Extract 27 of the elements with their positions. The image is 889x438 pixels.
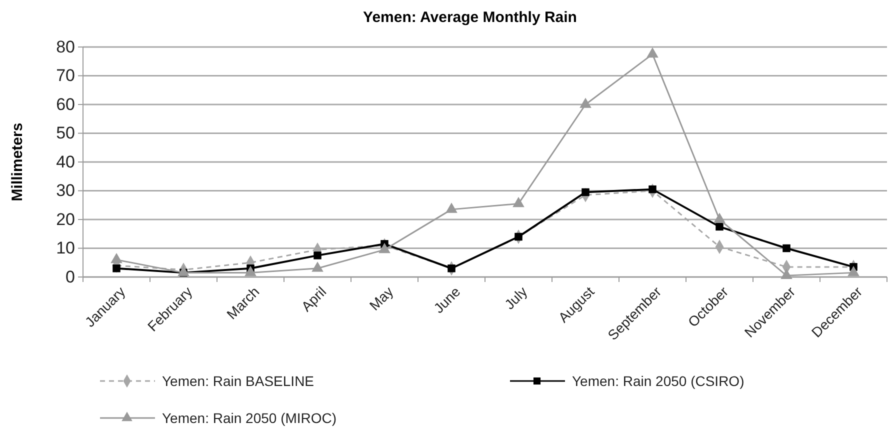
y-tick-label: 70 — [56, 66, 75, 86]
legend-label: Yemen: Rain BASELINE — [162, 373, 314, 389]
legend-label: Yemen: Rain 2050 (MIROC) — [162, 410, 337, 426]
y-tick-label: 20 — [56, 210, 75, 229]
y-axis-title: Millimeters — [9, 122, 26, 202]
point — [314, 252, 322, 260]
y-tick-label: 30 — [56, 181, 75, 200]
y-tick-label: 60 — [56, 94, 75, 114]
x-tick-label: May — [366, 283, 396, 314]
y-tick-label: 10 — [56, 238, 75, 258]
point — [646, 47, 658, 58]
point — [648, 185, 656, 194]
y-tick-label: 80 — [56, 37, 75, 56]
point — [782, 244, 790, 252]
point — [582, 188, 590, 196]
y-tick-label: 0 — [66, 267, 75, 286]
point — [446, 202, 458, 213]
legend-label: Yemen: Rain 2050 (CSIRO) — [572, 373, 744, 389]
point — [512, 196, 524, 208]
point — [714, 212, 726, 223]
y-tick-label: 40 — [56, 152, 75, 172]
x-tick-label: July — [501, 283, 530, 312]
point — [112, 264, 120, 272]
point — [716, 222, 724, 231]
y-tick-label: 50 — [56, 124, 75, 143]
point — [580, 98, 592, 108]
chart-title: Yemen: Average Monthly Rain — [363, 9, 577, 26]
